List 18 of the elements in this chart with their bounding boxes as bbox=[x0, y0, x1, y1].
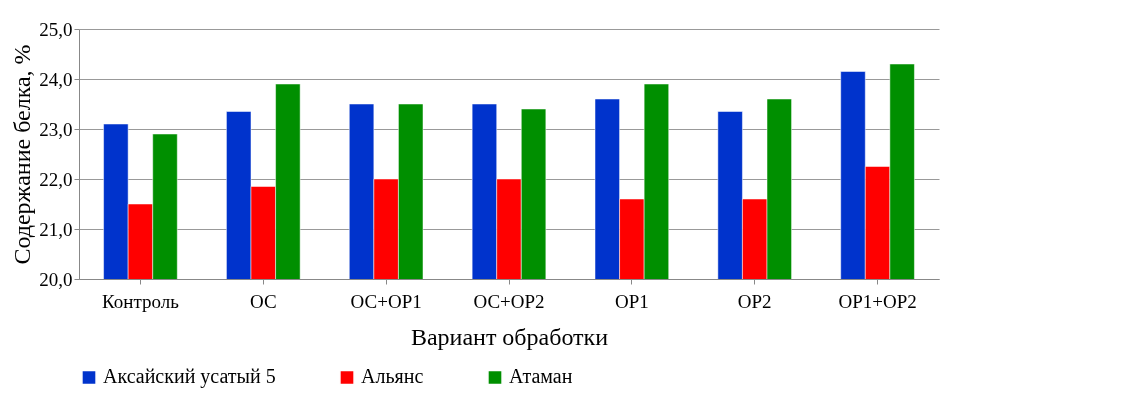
x-tick-label: ОР1 bbox=[614, 290, 649, 312]
x-tick-label: ОР1+ОР2 bbox=[838, 290, 917, 312]
y-tick-label: 23,0 bbox=[39, 118, 73, 140]
legend-label: Альянс bbox=[361, 365, 424, 388]
y-tick-label: 24,0 bbox=[39, 68, 73, 90]
x-tick-label: ОР2 bbox=[737, 290, 772, 312]
y-tick-label: 22,0 bbox=[39, 168, 73, 190]
y-tick-label: 21,0 bbox=[39, 218, 73, 240]
y-tick-label: 25,0 bbox=[39, 18, 73, 40]
x-tick-label: ОС bbox=[249, 290, 277, 312]
legend-label: Аксайский усатый 5 bbox=[103, 365, 276, 389]
y-axis-title: Содержание белка, % bbox=[9, 44, 36, 265]
x-tick-label: ОС+ОР1 bbox=[350, 290, 422, 312]
x-axis-title: Вариант обработки bbox=[410, 323, 609, 350]
x-tick-label: ОС+ОР2 bbox=[473, 290, 545, 312]
x-tick-label: Контроль bbox=[102, 290, 180, 312]
y-tick-label: 20,0 bbox=[39, 268, 73, 290]
legend-label: Атаман bbox=[509, 365, 573, 388]
